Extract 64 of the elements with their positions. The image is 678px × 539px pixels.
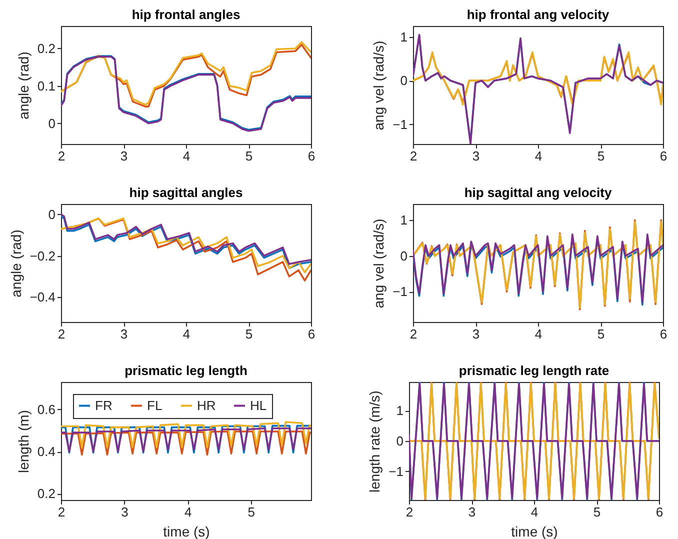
- x-tick-label: 2: [410, 148, 418, 164]
- chart-title: prismatic leg length: [124, 363, 248, 378]
- x-tick-label: 3: [120, 148, 128, 164]
- x-tick-label: 2: [58, 504, 66, 520]
- y-axis-title: angle (rad): [15, 52, 32, 120]
- x-tick-label: 6: [660, 326, 668, 342]
- x-tick-label: 5: [597, 148, 605, 164]
- x-tick-label: 6: [308, 148, 316, 164]
- y-tick-label: 0: [400, 248, 408, 264]
- y-tick-label: 0.2: [37, 486, 56, 502]
- x-tick-label: 2: [58, 148, 66, 164]
- x-tick-label: 3: [472, 326, 480, 342]
- x-tick-label: 6: [656, 504, 664, 520]
- x-tick-label: 5: [245, 326, 253, 342]
- legend-label: HR: [197, 398, 216, 413]
- y-tick-label: 1: [400, 29, 408, 44]
- x-tick-label: 4: [182, 326, 190, 342]
- x-tick-label: 3: [472, 148, 480, 164]
- x-tick-label: 5: [593, 504, 601, 520]
- y-tick-label: 0: [400, 73, 408, 88]
- y-tick-label: 0: [48, 116, 56, 131]
- chart-title: hip frontal angles: [132, 7, 240, 22]
- chart-title: hip sagittal ang velocity: [464, 185, 612, 200]
- legend-label: FR: [95, 398, 112, 413]
- y-tick-label: −1: [392, 116, 408, 132]
- chart-title: hip sagittal angles: [129, 185, 243, 200]
- x-tick-label: 5: [245, 148, 253, 164]
- x-tick-label: 2: [410, 326, 418, 342]
- x-tick-label: 6: [308, 326, 316, 342]
- x-tick-label: 4: [534, 148, 542, 164]
- chart-title: hip frontal ang velocity: [466, 7, 610, 22]
- x-tick-label: 5: [248, 504, 255, 520]
- y-axis-title: length rate (m/s): [366, 390, 383, 492]
- legend-label: HL: [250, 398, 267, 413]
- x-tick-label: 3: [120, 326, 128, 342]
- x-tick-label: 2: [406, 504, 414, 520]
- y-axis-title: angle (rad): [8, 230, 24, 298]
- y-tick-label: −1: [388, 464, 404, 479]
- y-tick-label: −0.2: [30, 248, 56, 264]
- x-tick-label: 4: [534, 326, 542, 342]
- chart-title: prismatic leg length rate: [458, 363, 610, 378]
- y-tick-label: 0.1: [37, 78, 56, 94]
- x-tick-label: 4: [184, 504, 192, 520]
- y-axis-title: ang vel (rad/s): [370, 40, 387, 130]
- x-tick-label: 3: [121, 504, 128, 520]
- y-axis-title: ang vel (rad/s): [370, 218, 387, 308]
- y-tick-label: 0.6: [37, 402, 56, 417]
- line-series: [61, 421, 311, 448]
- y-tick-label: −1: [392, 284, 408, 300]
- y-axis-title: length (m): [15, 410, 32, 474]
- y-tick-label: 0.4: [37, 444, 56, 460]
- y-tick-label: 0: [396, 434, 404, 448]
- y-tick-label: 1: [400, 212, 408, 228]
- y-tick-label: 0: [48, 206, 56, 222]
- x-tick-label: 3: [468, 504, 476, 520]
- y-tick-label: 1: [396, 403, 404, 418]
- x-tick-label: 2: [58, 326, 66, 342]
- y-tick-label: 0.2: [37, 40, 56, 56]
- y-tick-label: −0.4: [30, 290, 56, 305]
- x-tick-label: 5: [597, 326, 605, 342]
- x-tick-label: 4: [182, 148, 190, 164]
- legend-label: FL: [147, 398, 162, 413]
- x-tick-label: 6: [660, 148, 668, 164]
- x-tick-label: 4: [530, 504, 538, 520]
